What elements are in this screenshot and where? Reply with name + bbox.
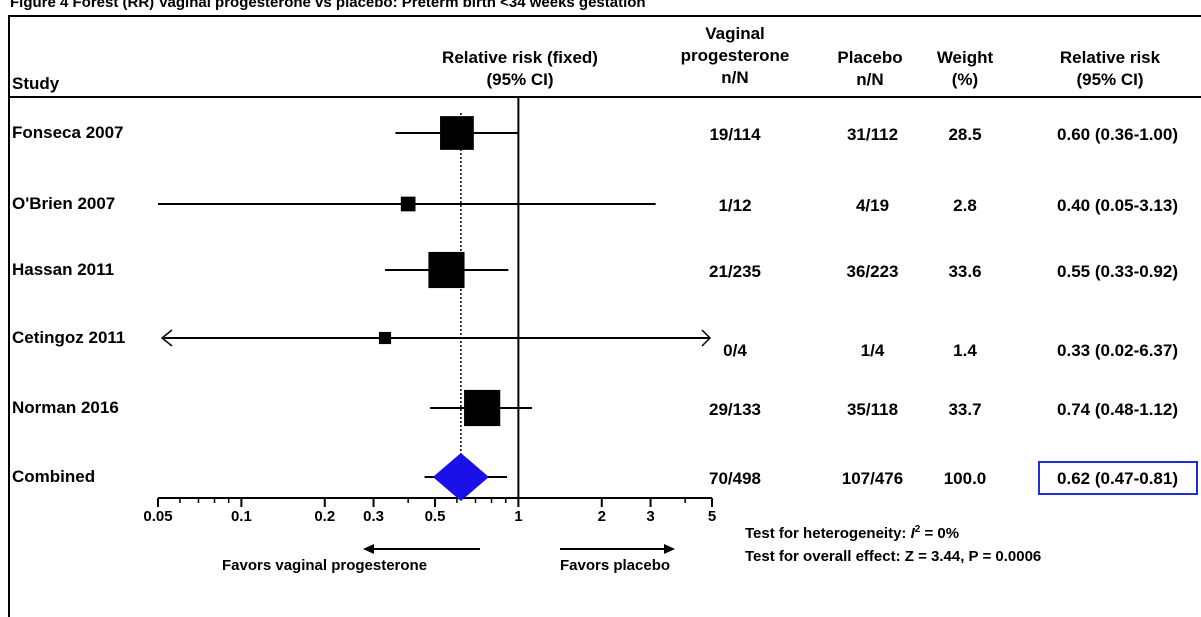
frame-left-border [8,15,10,617]
study-name: Hassan 2011 [12,260,115,279]
header-vp-line1: Vaginal [705,24,765,43]
favors-right-arrowhead [664,544,675,554]
study-name: Norman 2016 [12,398,119,417]
x-tick-label: 5 [707,508,717,525]
vp-count: 70/498 [709,469,761,488]
study-name: Combined [12,467,96,486]
header-placebo-line1: Placebo [837,48,903,67]
header-top-rule [8,15,1201,17]
x-tick-label: 0.1 [230,508,252,525]
rr-value: 0.33 (0.02-6.37) [1057,341,1178,360]
header-forest-title: Relative risk (fixed) (95% CI) [385,48,655,89]
x-tick-label: 3 [646,508,655,525]
placebo-count: 31/112 [846,125,899,144]
study-name: O'Brien 2007 [12,194,116,213]
header-vp-line3: n/N [721,68,749,87]
rr-value: 0.55 (0.33-0.92) [1057,262,1178,281]
test-overall-effect: Test for overall effect: Z = 3.44, P = 0… [745,548,1042,565]
weight-value: 33.6 [948,262,982,281]
vp-count: 29/133 [709,400,761,419]
vp-count: 1/12 [718,196,752,215]
placebo-count: 36/223 [846,262,899,281]
effect-square [440,116,474,150]
effect-square [464,389,501,427]
x-tick-label: 2 [597,508,606,525]
effect-square [400,196,416,212]
ci-left-arrow [160,329,173,347]
favors-right-label: Favors placebo [560,557,671,574]
header-relative-risk: Relative risk (95% CI) [1030,48,1190,89]
header-study: Study [12,74,60,93]
x-tick-label: 0.5 [424,508,446,525]
weight-value: 1.4 [953,341,977,360]
vp-count: 21/235 [709,262,761,281]
weight-value: 33.7 [948,400,982,419]
header-vaginal-progesterone: Vaginal progesterone n/N [660,24,810,87]
x-tick-label: 0.2 [314,508,336,525]
rr-value: 0.60 (0.36-1.00) [1057,125,1178,144]
placebo-count: 35/118 [846,400,899,419]
test-heterogeneity-prefix: Test for heterogeneity: [745,525,911,542]
weight-value: 2.8 [953,196,977,215]
header-forest-line1: Relative risk (fixed) [442,48,598,67]
rr-value: 0.74 (0.48-1.12) [1057,400,1178,419]
rr-value: 0.40 (0.05-3.13) [1057,196,1178,215]
favors-left-arrowhead [363,544,374,554]
rr-value: 0.62 (0.47-0.81) [1057,469,1178,488]
header-rr-line2: (95% CI) [1076,70,1144,89]
combined-diamond [432,453,489,501]
vp-count: 0/4 [723,341,747,360]
placebo-count: 107/476 [841,469,904,488]
effect-square [378,331,392,345]
placebo-count: 1/4 [860,341,885,360]
header-rr-line1: Relative risk [1059,48,1161,67]
header-placebo: Placebo n/N [820,48,920,89]
header-forest-line2: (95% CI) [486,70,554,89]
weight-value: 100.0 [943,469,987,488]
x-tick-label: 0.05 [143,508,173,525]
header-placebo-line2: n/N [856,70,884,89]
header-weight-line1: Weight [936,48,994,67]
favors-left-label: Favors vaginal progesterone [222,557,428,574]
x-tick-label: 1 [514,508,523,525]
figure-caption: Figure 4 Forest (RR) Vaginal progesteron… [10,0,646,11]
weight-value: 28.5 [948,125,982,144]
study-name: Cetingoz 2011 [12,328,126,347]
test-heterogeneity: Test for heterogeneity: I2 = 0% [745,524,960,542]
header-vp-line2: progesterone [680,46,790,65]
placebo-count: 4/19 [855,196,890,215]
study-name: Fonseca 2007 [12,123,124,142]
combined-rr-highlight [1038,461,1198,495]
test-heterogeneity-value: = 0% [920,525,960,542]
x-tick-label: 0.3 [363,508,384,525]
header-bottom-rule [8,96,1201,98]
header-weight: Weight (%) [925,48,1005,89]
ci-right-arrow [701,329,712,347]
effect-square [428,251,465,289]
header-weight-line2: (%) [951,70,979,89]
vp-count: 19/114 [709,125,761,144]
